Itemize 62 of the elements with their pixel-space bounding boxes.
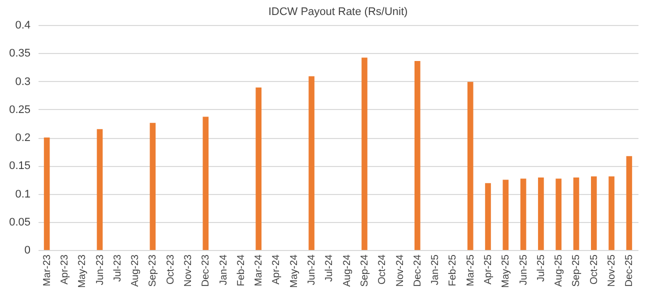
x-tick-label: Nov-25 [606, 254, 618, 287]
y-tick-label: 0.15 [9, 160, 30, 172]
y-tick-label: 0.35 [9, 48, 30, 60]
x-tick-label: Jun-24 [306, 254, 318, 286]
x-tick-label: Dec-23 [200, 254, 212, 287]
x-tick-label: Apr-24 [271, 254, 282, 285]
x-tick-label: Aug-24 [342, 254, 353, 287]
x-tick-label: Mar-23 [42, 254, 53, 286]
bar [44, 138, 50, 250]
x-tick-label: Oct-23 [165, 254, 176, 285]
x-tick-label: Apr-23 [59, 254, 70, 285]
x-tick-label: Sep-25 [571, 254, 582, 287]
x-tick-label: Feb-25 [448, 254, 459, 286]
x-tick-label: May-25 [500, 254, 512, 288]
x-tick-label: Jul-23 [112, 254, 124, 282]
x-tick-label: Nov-23 [183, 254, 194, 287]
x-tick-label: Jun-23 [94, 254, 106, 286]
bar [414, 61, 420, 250]
bar [608, 176, 614, 250]
bar [573, 177, 580, 250]
bar [362, 58, 368, 250]
x-tick-label: Jan-24 [218, 254, 230, 286]
y-tick-label: 0.25 [9, 104, 30, 116]
x-tick-label: Jan-25 [430, 254, 442, 286]
bar [150, 122, 156, 250]
x-tick-label: May-23 [77, 254, 88, 288]
x-tick-label: Jul-24 [324, 254, 336, 282]
y-tick-label: 0.05 [9, 216, 30, 228]
x-tick-label: Mar-25 [465, 254, 476, 286]
bar [202, 116, 209, 250]
x-tick-label: Aug-23 [130, 254, 142, 287]
x-tick-label: Apr-25 [483, 254, 494, 285]
x-tick-label: Dec-25 [624, 254, 636, 287]
y-tick-label: 0.4 [15, 20, 30, 32]
x-tick-label: Mar-24 [254, 254, 265, 286]
x-tick-label: Sep-23 [148, 254, 159, 287]
bar [485, 183, 491, 250]
bar [626, 156, 632, 250]
chart-title: IDCW Payout Rate (Rs/Unit) [268, 6, 408, 18]
y-tick-label: 0.1 [15, 188, 30, 200]
x-tick-label: Feb-24 [236, 254, 247, 286]
bar [520, 178, 526, 250]
x-tick-label: Oct-24 [377, 254, 388, 285]
y-tick-label: 0.3 [15, 76, 30, 88]
bar [556, 178, 562, 250]
x-tick-label: Aug-25 [554, 254, 565, 287]
x-tick-label: Dec-24 [412, 254, 424, 287]
bar [256, 87, 262, 250]
x-tick-label: Oct-25 [588, 254, 600, 285]
bar [96, 129, 103, 250]
x-tick-label: Jun-25 [518, 254, 530, 286]
bar [502, 180, 509, 250]
x-tick-label: May-24 [288, 254, 300, 288]
bar [590, 176, 597, 250]
y-tick-label: 0 [24, 244, 30, 256]
x-tick-label: Sep-24 [359, 254, 370, 287]
bar [308, 76, 314, 250]
y-tick-label: 0.2 [15, 132, 30, 144]
x-tick-label: Nov-24 [394, 254, 406, 287]
bar [467, 82, 474, 250]
bar [538, 177, 544, 250]
x-tick-label: Jul-25 [536, 254, 547, 282]
